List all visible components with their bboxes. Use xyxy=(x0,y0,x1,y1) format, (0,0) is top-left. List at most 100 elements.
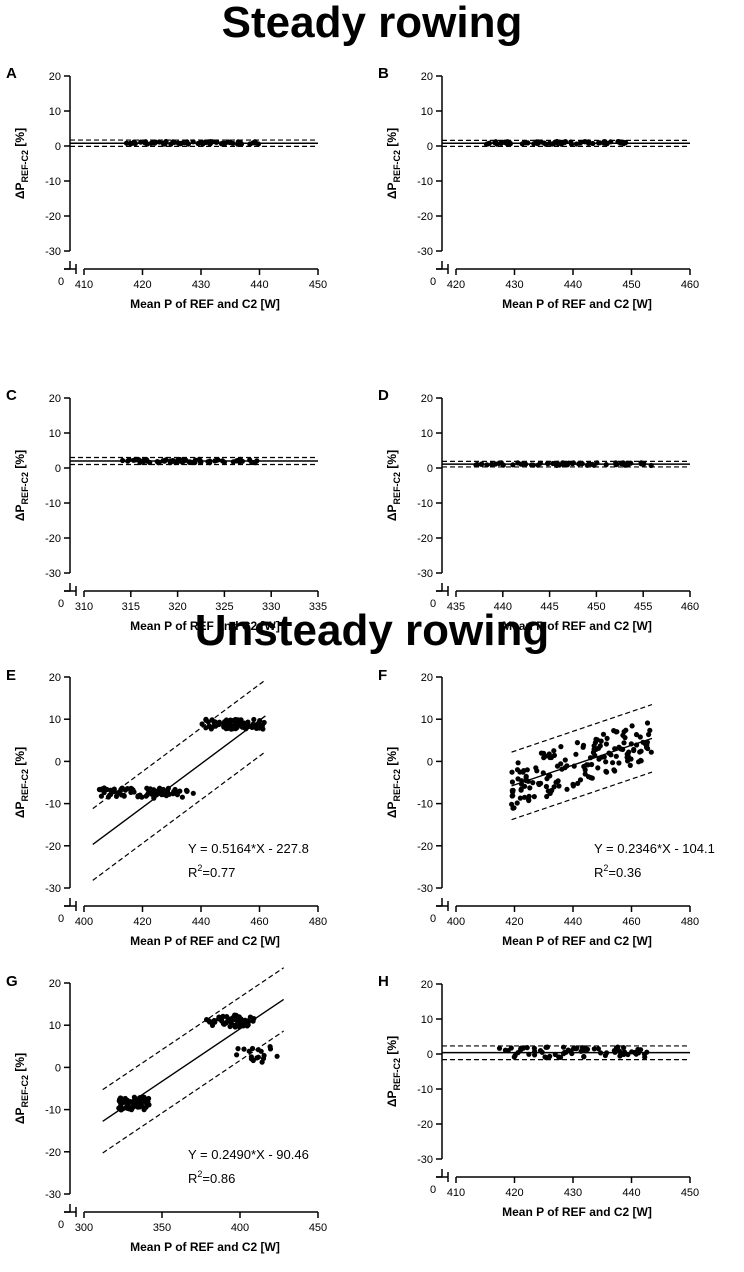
y-tick-label: -30 xyxy=(45,883,61,895)
data-point xyxy=(248,1054,254,1060)
x-tick-label: 315 xyxy=(122,601,140,613)
x-tick-label: 420 xyxy=(133,279,151,291)
data-point xyxy=(570,783,576,789)
r-squared-label: R2=0.86 xyxy=(188,1169,235,1186)
lower-limit-line xyxy=(92,751,266,881)
r-squared-symbol: R xyxy=(188,865,197,880)
data-point xyxy=(589,761,595,768)
r-squared-value: =0.36 xyxy=(608,865,641,880)
y-tick-label: 0 xyxy=(55,463,61,475)
x-tick-label: 480 xyxy=(681,916,699,928)
data-point xyxy=(235,717,241,723)
data-point xyxy=(534,768,540,774)
data-point xyxy=(517,795,523,801)
data-point xyxy=(518,787,524,793)
panel-letter: C xyxy=(6,387,17,404)
data-point xyxy=(577,777,584,783)
data-point xyxy=(545,788,551,794)
y-tick-label: -30 xyxy=(45,246,61,258)
x-tick-label: 460 xyxy=(681,279,699,291)
data-point xyxy=(206,723,212,729)
data-point xyxy=(119,785,125,792)
data-point xyxy=(227,1023,233,1030)
x-origin-label: 0 xyxy=(58,913,64,925)
x-tick-label: 400 xyxy=(75,916,93,928)
y-axis-label-subscript: REF-C2 xyxy=(20,769,30,802)
x-origin-label: 0 xyxy=(58,598,64,610)
regression-line xyxy=(92,715,266,846)
data-point xyxy=(522,794,528,800)
x-tick-label: 450 xyxy=(622,279,640,291)
y-tick-label: -30 xyxy=(417,1154,433,1166)
data-point xyxy=(585,774,592,780)
data-point xyxy=(223,726,229,732)
x-tick-label: 450 xyxy=(309,1222,327,1234)
panel-letter: E xyxy=(6,667,16,684)
x-axis-label: Mean P of REF and C2 [W] xyxy=(502,619,652,633)
r-squared-superscript: 2 xyxy=(197,1169,202,1179)
data-point xyxy=(212,1019,218,1025)
data-point xyxy=(223,1020,229,1026)
x-axis-label: Mean P of REF and C2 [W] xyxy=(130,619,280,633)
data-point xyxy=(230,1015,236,1021)
y-axis-label: ΔPREF-C2 [%] xyxy=(385,450,402,521)
data-point xyxy=(536,781,542,788)
data-point xyxy=(183,787,190,793)
regression-equation: Y = 0.5164*X - 227.8 xyxy=(188,841,309,856)
y-axis-label: ΔPREF-C2 [%] xyxy=(13,450,30,521)
y-tick-label: 0 xyxy=(55,756,61,768)
data-point xyxy=(637,749,643,755)
x-axis-label: Mean P of REF and C2 [W] xyxy=(130,1240,280,1254)
x-tick-label: 310 xyxy=(75,601,93,613)
y-tick-label: -30 xyxy=(45,568,61,580)
data-point xyxy=(228,1019,234,1025)
data-point xyxy=(530,780,536,786)
data-point xyxy=(515,776,521,782)
y-axis-label-subscript: REF-C2 xyxy=(392,150,402,183)
data-point xyxy=(624,751,630,757)
x-tick-label: 430 xyxy=(564,1187,582,1199)
x-tick-label: 350 xyxy=(153,1222,171,1234)
data-point xyxy=(496,1045,503,1051)
data-point xyxy=(121,792,127,799)
data-point xyxy=(616,760,622,766)
chart-panel-c: C 20 10 0 -10 -20 -30 0 310 315 320 325 330 335 Mean P… xyxy=(6,387,327,633)
data-point xyxy=(254,1055,260,1061)
data-point xyxy=(611,767,617,773)
data-point xyxy=(527,785,533,791)
y-tick-label: 20 xyxy=(421,979,433,991)
data-point xyxy=(130,1104,136,1110)
data-point xyxy=(138,1102,144,1108)
y-axis-label-unit: [%] xyxy=(385,128,399,150)
x-tick-label: 430 xyxy=(505,279,523,291)
x-tick-label: 440 xyxy=(622,1187,640,1199)
data-point xyxy=(515,760,521,766)
data-point xyxy=(145,1099,151,1105)
data-point xyxy=(523,773,529,779)
y-tick-label: 20 xyxy=(49,393,61,405)
y-tick-label: 10 xyxy=(421,106,433,118)
data-point xyxy=(645,745,651,752)
y-axis-label-main: ΔP xyxy=(13,1107,27,1124)
y-tick-label: -30 xyxy=(417,568,433,580)
x-tick-label: 330 xyxy=(262,601,280,613)
data-point xyxy=(551,784,557,790)
y-axis-label-subscript: REF-C2 xyxy=(392,769,402,802)
x-tick-label: 300 xyxy=(75,1222,93,1234)
data-point xyxy=(556,1054,562,1060)
data-point xyxy=(564,786,570,792)
data-point xyxy=(131,789,137,795)
x-tick-label: 460 xyxy=(681,601,699,613)
y-axis-label-main: ΔP xyxy=(385,504,399,521)
y-axis-label-main: ΔP xyxy=(385,801,399,818)
data-point xyxy=(509,779,515,785)
x-axis-label: Mean P of REF and C2 [W] xyxy=(130,934,280,948)
chart-panel-e: E 20 10 0 -10 -20 -30 0 400 420 440 460 480 Mean P of… xyxy=(6,667,327,948)
y-tick-label: 20 xyxy=(421,672,433,684)
y-axis-label-subscript: REF-C2 xyxy=(392,472,402,505)
y-axis-label-unit: [%] xyxy=(13,450,27,472)
panel-letter: D xyxy=(378,387,389,404)
y-tick-label: 0 xyxy=(427,1049,433,1061)
data-point xyxy=(190,790,196,796)
r-squared-label: R2=0.36 xyxy=(594,863,641,880)
